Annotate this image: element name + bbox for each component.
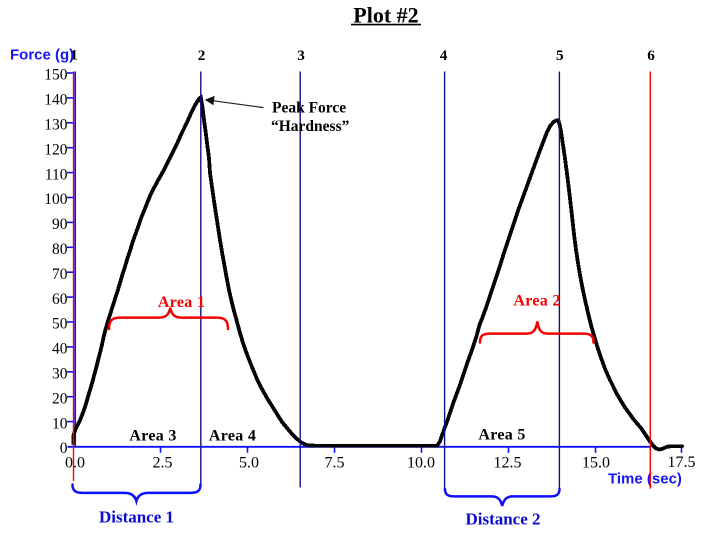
svg-text:Force (g): Force (g): [10, 47, 74, 64]
svg-text:“Hardness”: “Hardness”: [271, 118, 350, 135]
svg-text:2.5: 2.5: [153, 455, 173, 472]
svg-text:17.5: 17.5: [668, 454, 696, 471]
svg-text:5: 5: [556, 47, 564, 64]
svg-text:120: 120: [44, 141, 68, 158]
svg-text:20: 20: [52, 390, 68, 407]
svg-text:40: 40: [52, 341, 68, 358]
svg-text:Distance 2: Distance 2: [465, 510, 540, 529]
svg-text:10.0: 10.0: [407, 455, 435, 472]
svg-text:110: 110: [45, 166, 68, 183]
svg-text:90: 90: [52, 216, 68, 233]
svg-text:Area 3: Area 3: [129, 428, 176, 445]
svg-text:Area 4: Area 4: [209, 428, 256, 445]
svg-text:30: 30: [52, 366, 68, 383]
svg-text:5.0: 5.0: [239, 455, 259, 472]
svg-text:10: 10: [52, 415, 68, 432]
svg-text:4: 4: [440, 47, 448, 64]
svg-text:2: 2: [198, 47, 206, 64]
svg-text:3: 3: [297, 47, 305, 64]
svg-text:60: 60: [52, 291, 68, 308]
svg-text:7.5: 7.5: [325, 455, 345, 472]
svg-text:Area 2: Area 2: [513, 293, 560, 310]
svg-text:80: 80: [52, 241, 68, 258]
svg-text:Plot #2: Plot #2: [353, 2, 418, 27]
svg-text:12.5: 12.5: [494, 455, 522, 472]
svg-text:6: 6: [647, 47, 655, 64]
svg-text:70: 70: [52, 266, 68, 283]
svg-text:Distance 1: Distance 1: [99, 508, 174, 527]
svg-text:0.0: 0.0: [65, 455, 85, 472]
svg-text:100: 100: [44, 191, 68, 208]
svg-text:Peak Force: Peak Force: [272, 100, 346, 117]
svg-text:150: 150: [44, 67, 68, 84]
svg-text:50: 50: [52, 316, 68, 333]
svg-text:1: 1: [70, 47, 78, 64]
svg-text:140: 140: [44, 92, 68, 109]
svg-text:130: 130: [44, 117, 68, 134]
svg-text:Area 1: Area 1: [158, 294, 205, 311]
svg-text:Time (sec): Time (sec): [608, 471, 682, 488]
svg-text:15.0: 15.0: [582, 455, 610, 472]
svg-text:0: 0: [60, 440, 68, 457]
svg-text:Area 5: Area 5: [478, 427, 525, 444]
